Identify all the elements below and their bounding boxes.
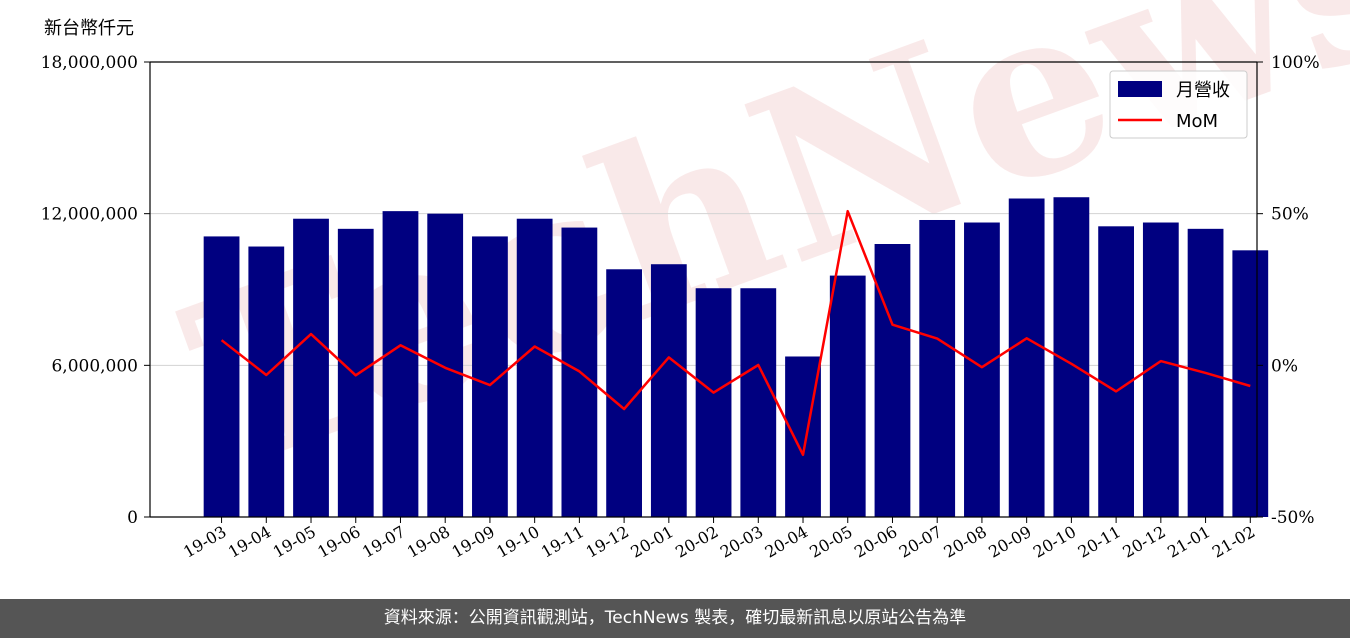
bar (203, 236, 240, 517)
x-tick-label: 20-10 (1030, 522, 1079, 562)
x-tick-label: 20-02 (672, 522, 721, 562)
x-tick-label: 20-09 (985, 522, 1034, 562)
bar (606, 269, 642, 517)
bar (650, 264, 687, 517)
bar (427, 213, 464, 517)
legend-swatch-bar (1118, 81, 1162, 97)
bar (472, 236, 508, 517)
y-tick-label: 18,000,000 (41, 53, 138, 73)
y-tick-label: 12,000,000 (41, 205, 138, 225)
bar (1008, 198, 1045, 517)
x-tick-label: 19-07 (359, 522, 408, 562)
bar (337, 228, 374, 518)
x-tick-label: 20-06 (851, 522, 900, 562)
legend-label-mom: MoM (1176, 111, 1218, 132)
bar (829, 275, 866, 517)
y-tick-label: 6,000,000 (51, 356, 138, 376)
y2-tick-label: 0% (1271, 356, 1298, 376)
x-tick-label: 21-02 (1209, 522, 1258, 562)
bar (964, 222, 1000, 517)
legend: 月營收 MoM (1109, 70, 1248, 139)
x-tick-label: 19-06 (314, 522, 363, 562)
x-tick-label: 19-08 (404, 522, 453, 562)
bar (740, 288, 777, 517)
x-tick-label: 19-09 (448, 522, 497, 562)
y2-tick-label: 50% (1271, 205, 1309, 225)
x-tick-label: 20-04 (762, 522, 811, 562)
bar (293, 218, 329, 517)
mom-line (220, 209, 1251, 457)
x-tick-label: 21-01 (1164, 522, 1213, 562)
x-tick-label: 20-07 (896, 522, 945, 562)
bar (919, 219, 956, 517)
x-tick-label: 19-10 (493, 522, 542, 562)
y2-tick-label: 100% (1271, 53, 1320, 73)
x-tick-label: 20-03 (717, 522, 766, 562)
x-tick-label: 19-11 (538, 522, 587, 562)
chart: TechNews 06,000,00012,000,00018,000,000-… (41, 0, 1350, 562)
legend-label-revenue: 月營收 (1176, 80, 1230, 101)
x-tick-label: 20-08 (940, 522, 989, 562)
x-tick-label: 19-04 (225, 522, 274, 562)
mom-line-series (220, 209, 1251, 457)
footer-source-note: 資料來源：公開資訊觀測站，TechNews 製表，確切最新訊息以原站公告為準 (0, 599, 1350, 638)
x-tick-label: 19-03 (180, 522, 229, 562)
x-tick-label: 19-12 (583, 522, 632, 562)
x-tick-label: 20-12 (1119, 522, 1168, 562)
x-tick-label: 20-01 (627, 522, 676, 562)
bar (874, 244, 911, 517)
bar (382, 211, 419, 517)
x-tick-label: 19-05 (270, 522, 319, 562)
x-tick-label: 20-11 (1075, 522, 1124, 562)
y2-tick-label: -50% (1271, 508, 1315, 528)
bar-series (203, 197, 1269, 518)
y-tick-label: 0 (127, 508, 138, 528)
y-axis-unit-label: 新台幣仟元 (44, 18, 134, 39)
x-tick-label: 20-05 (806, 522, 855, 562)
bar (695, 288, 732, 517)
bar (248, 246, 285, 517)
bar (516, 218, 553, 517)
bar (1098, 226, 1134, 518)
bar (1232, 250, 1269, 517)
